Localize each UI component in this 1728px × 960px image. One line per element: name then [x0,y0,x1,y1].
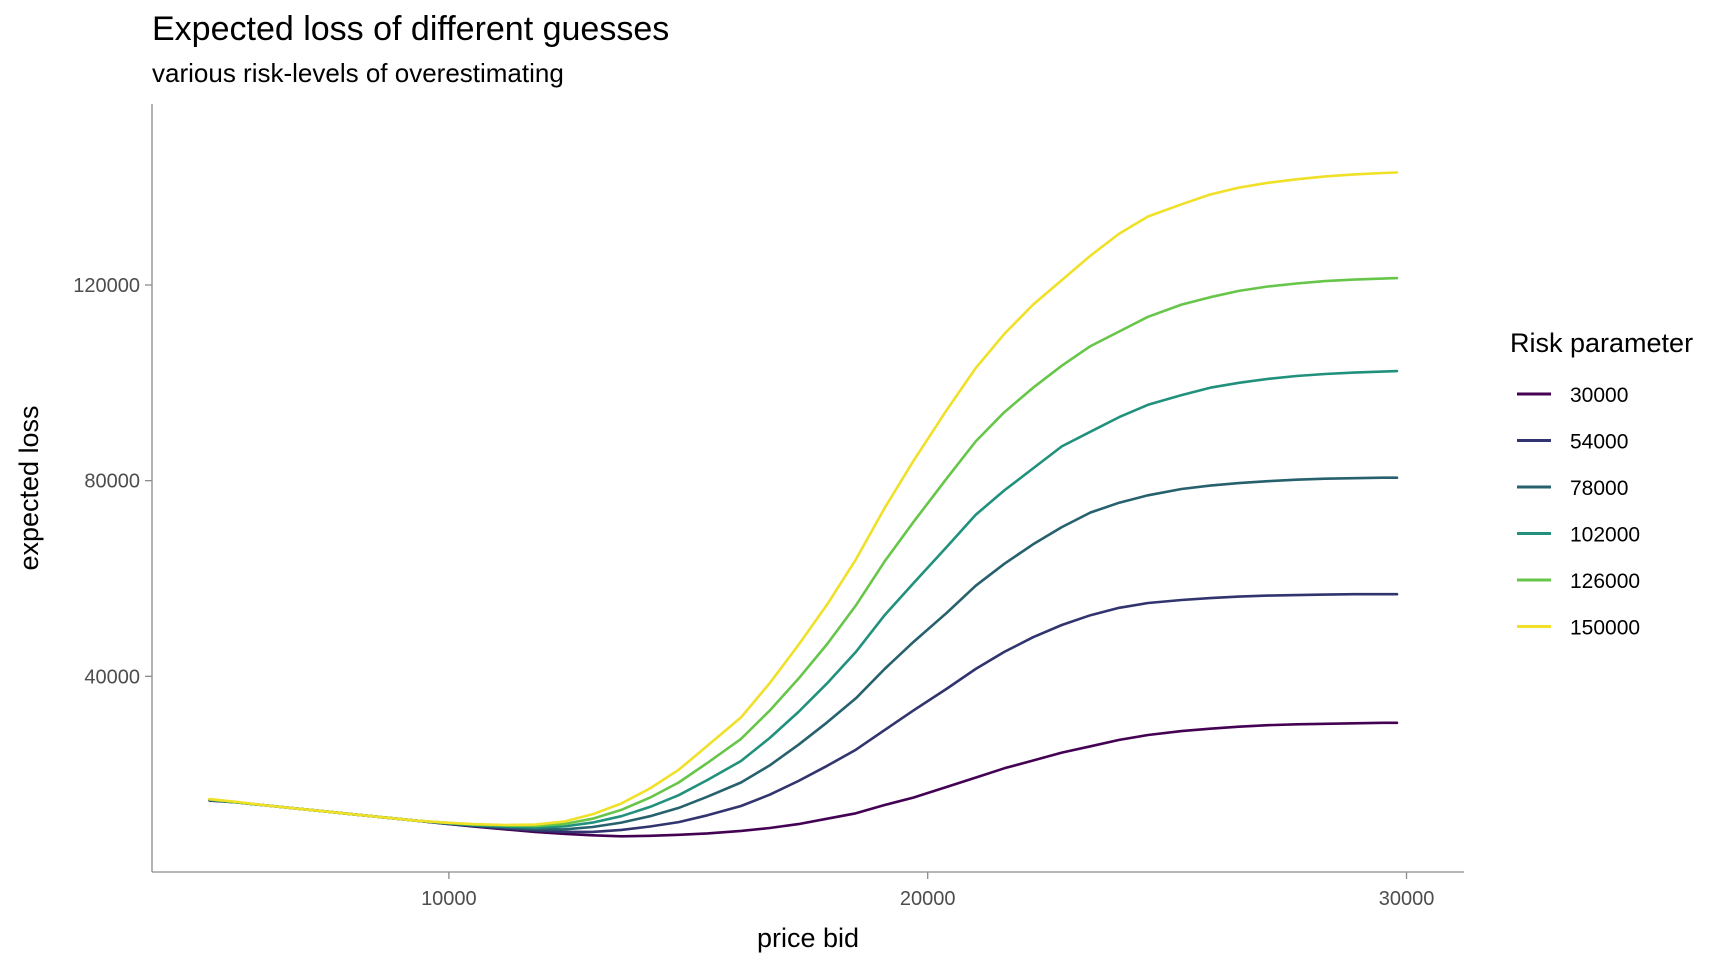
legend-label: 150000 [1570,617,1640,640]
legend: Risk parameter 30000 54000 78000 102000 1260… [1510,328,1693,640]
legend-item: 102000 [1517,524,1640,547]
legend-item: 78000 [1517,477,1628,500]
series-line-126000 [208,276,1399,828]
plot-area: 10000 20000 30000 40000 80000 120000 [73,104,1464,910]
x-axis-title: price bid [757,923,859,953]
y-tick-label: 120000 [73,275,140,297]
series-line-54000 [208,592,1399,834]
legend-title: Risk parameter [1510,328,1693,358]
legend-label: 54000 [1570,431,1628,454]
series-lines [208,171,1399,838]
legend-label: 30000 [1570,384,1628,407]
axis-ticks: 10000 20000 30000 40000 80000 120000 [73,275,1434,910]
legend-item: 30000 [1517,384,1628,407]
series-line-78000 [208,476,1399,831]
x-tick-label: 10000 [421,888,477,910]
legend-label: 78000 [1570,477,1628,500]
y-tick-label: 40000 [84,666,140,688]
legend-item: 126000 [1517,570,1640,593]
x-tick-label: 20000 [900,888,956,910]
legend-item: 54000 [1517,431,1628,454]
legend-label: 102000 [1570,524,1640,547]
x-tick-label: 30000 [1379,888,1435,910]
y-tick-label: 80000 [84,471,140,493]
y-axis-title: expected loss [14,405,44,570]
legend-item: 150000 [1517,617,1640,640]
chart-subtitle: various risk-levels of overestimating [152,58,564,88]
series-line-102000 [208,369,1399,829]
legend-items: 30000 54000 78000 102000 126000 150000 [1517,384,1640,640]
series-line-150000 [208,171,1399,827]
legend-label: 126000 [1570,570,1640,593]
chart-title: Expected loss of different guesses [152,10,669,48]
